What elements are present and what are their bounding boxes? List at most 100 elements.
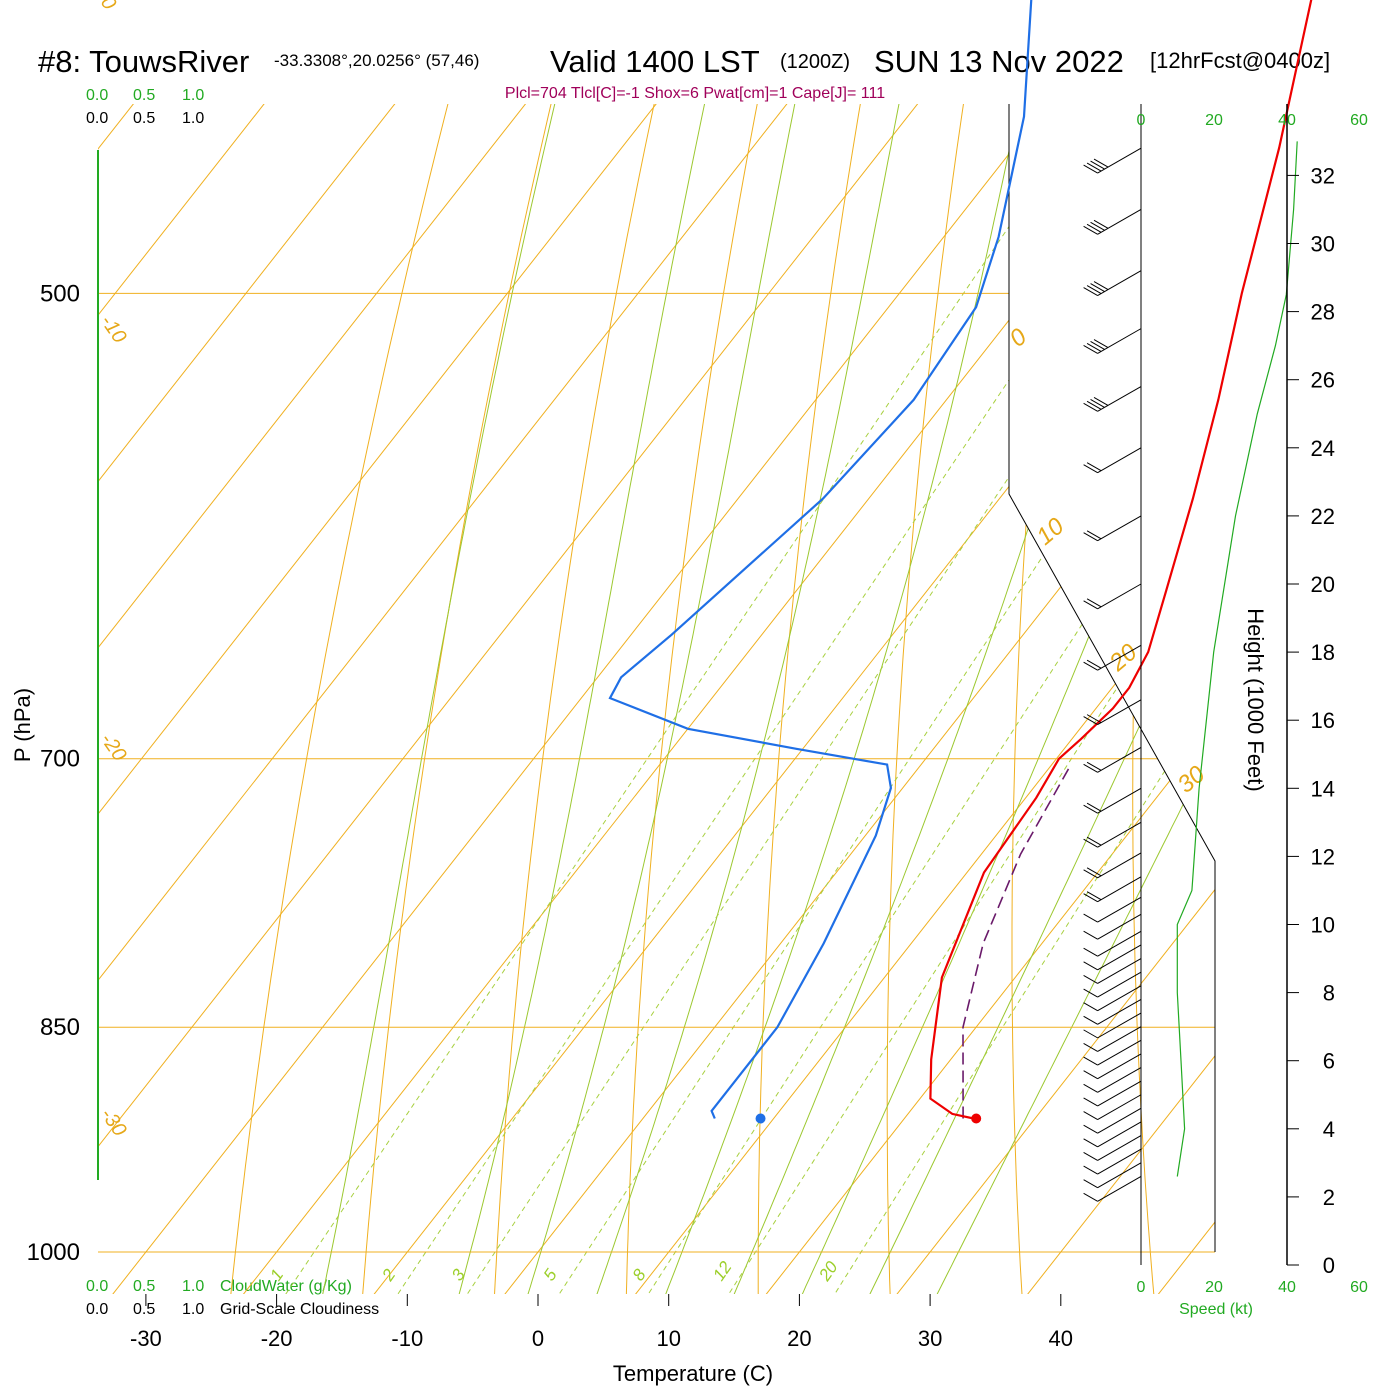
wind-barb <box>1083 1053 1142 1080</box>
isotherm-line <box>695 104 1215 1294</box>
height-tick-label: 4 <box>1323 1117 1335 1142</box>
isotherm-line <box>434 104 1215 1294</box>
barb-feather <box>1086 836 1102 846</box>
scale-tick: 0.5 <box>133 1278 155 1295</box>
forecast-info: [12hrFcst@0400z] <box>1150 48 1330 73</box>
scale-tick: 1.0 <box>182 87 204 104</box>
barb-feather <box>1093 339 1109 348</box>
wind-barb <box>1083 913 1142 940</box>
mixing-ratio-labels: 1 2 3 5 8 12 20 <box>266 1257 842 1285</box>
isotherm-label: -20 <box>96 729 131 765</box>
temperature-tick-label: -10 <box>391 1326 423 1351</box>
mixing-ratio-line <box>778 104 1215 1294</box>
barb-feather <box>1086 659 1102 669</box>
wind-barb <box>1083 1121 1142 1148</box>
speed-tick: 0 <box>1137 1279 1146 1296</box>
wind-barb <box>1083 852 1142 879</box>
height-tick-label: 16 <box>1311 708 1335 733</box>
scale-tick: 1.0 <box>182 1278 204 1295</box>
station-title: #8: TouwsRiver <box>38 44 249 79</box>
barb-feather <box>1083 1015 1098 1025</box>
isotherm-line <box>98 104 783 1294</box>
barb-feather <box>1083 974 1098 984</box>
height-axis-title: Height (1000 Feet) <box>1243 608 1268 791</box>
barb-staff <box>1097 1026 1142 1052</box>
wind-barb <box>1083 998 1142 1025</box>
scale-tick: 1.0 <box>182 110 204 127</box>
mixing-ratio-line <box>224 104 1175 1294</box>
height-tick-label: 14 <box>1311 776 1335 801</box>
speed-axis-label: Speed (kt) <box>1179 1301 1253 1318</box>
barb-staff <box>1097 1162 1142 1189</box>
mixing-ratio-lines <box>224 104 1215 1294</box>
scale-tick: 0.0 <box>86 1278 108 1295</box>
barb-feather <box>1083 1111 1098 1121</box>
wind-barb <box>1083 209 1142 235</box>
isotherm-line <box>98 104 1045 1294</box>
scale-tick: 0.0 <box>86 110 108 127</box>
isobar-lines <box>98 292 1215 1253</box>
barb-feather <box>1083 1152 1098 1161</box>
barb-feather <box>1083 1124 1098 1134</box>
plot-boundary <box>1008 104 1216 1252</box>
barb-staff <box>1097 1176 1142 1202</box>
wind-barb <box>1083 1107 1142 1134</box>
scale-tick: 0.5 <box>133 87 155 104</box>
barb-staff <box>1097 821 1142 848</box>
height-tick-label: 8 <box>1323 981 1335 1006</box>
barb-feather <box>1083 1083 1098 1093</box>
barb-staff <box>1097 270 1142 297</box>
wind-barbs <box>1083 147 1142 1202</box>
scale-tick: 0.0 <box>86 1301 108 1318</box>
barb-feather <box>1083 164 1098 174</box>
barb-staff <box>1097 644 1142 671</box>
barb-staff <box>1097 747 1142 773</box>
barb-staff <box>1097 913 1142 940</box>
barb-feather <box>1083 716 1098 726</box>
barb-feather <box>1093 396 1109 406</box>
dry-adiabat-line <box>624 104 954 1294</box>
wind-speed-profile-line <box>1176 141 1298 1177</box>
barb-feather <box>1086 802 1102 812</box>
barb-staff <box>1097 328 1142 354</box>
barb-staff <box>1097 386 1142 412</box>
temperature-profile-line <box>929 0 1313 1120</box>
barb-feather <box>1086 530 1102 540</box>
cloudwater-scale-top: 0.0 0.5 1.0 <box>86 87 204 104</box>
isotherm-line <box>303 104 1215 1294</box>
barb-feather <box>1090 221 1105 231</box>
isotherm-line <box>172 104 1215 1294</box>
barb-staff <box>1097 876 1142 903</box>
wind-barb <box>1083 1162 1142 1189</box>
wind-barb <box>1083 328 1142 354</box>
temperature-tick-label: 20 <box>787 1326 811 1351</box>
barb-feather <box>1086 400 1102 410</box>
isotherm-label: -30 <box>96 1104 131 1140</box>
pressure-tick-label: 500 <box>40 280 80 307</box>
height-tick-label: 0 <box>1323 1253 1335 1278</box>
valid-date: SUN 13 Nov 2022 <box>874 44 1124 79</box>
wind-barb <box>1083 944 1142 971</box>
cloudwater-scale-bottom: 0.0 0.5 1.0 CloudWater (g/Kg) <box>86 1278 352 1295</box>
pressure-tick-label: 700 <box>40 746 80 773</box>
valid-time: Valid 1400 LST <box>550 44 760 79</box>
barb-staff <box>1097 958 1142 984</box>
barb-feather <box>1083 1192 1098 1202</box>
barb-staff <box>1097 787 1142 814</box>
scale-tick: 0.5 <box>133 110 155 127</box>
temperature-axis: -30 -20 -10 0 10 20 30 40 <box>130 1294 1073 1351</box>
dewpoint-profile-line <box>608 0 1033 1119</box>
speed-tick: 20 <box>1205 112 1223 129</box>
isotherm-line <box>826 104 1215 1294</box>
isotherm-line <box>98 104 522 1294</box>
wind-barb <box>1083 876 1142 903</box>
mixing-ratio-label: 12 <box>709 1257 736 1284</box>
dry-adiabat-line <box>1250 0 1388 1384</box>
wind-barb <box>1083 985 1142 1012</box>
wind-barb <box>1083 583 1142 610</box>
barb-staff <box>1097 583 1142 610</box>
dry-adiabat-line <box>1132 104 1215 1294</box>
moist-adiabat-line <box>564 104 1083 1294</box>
